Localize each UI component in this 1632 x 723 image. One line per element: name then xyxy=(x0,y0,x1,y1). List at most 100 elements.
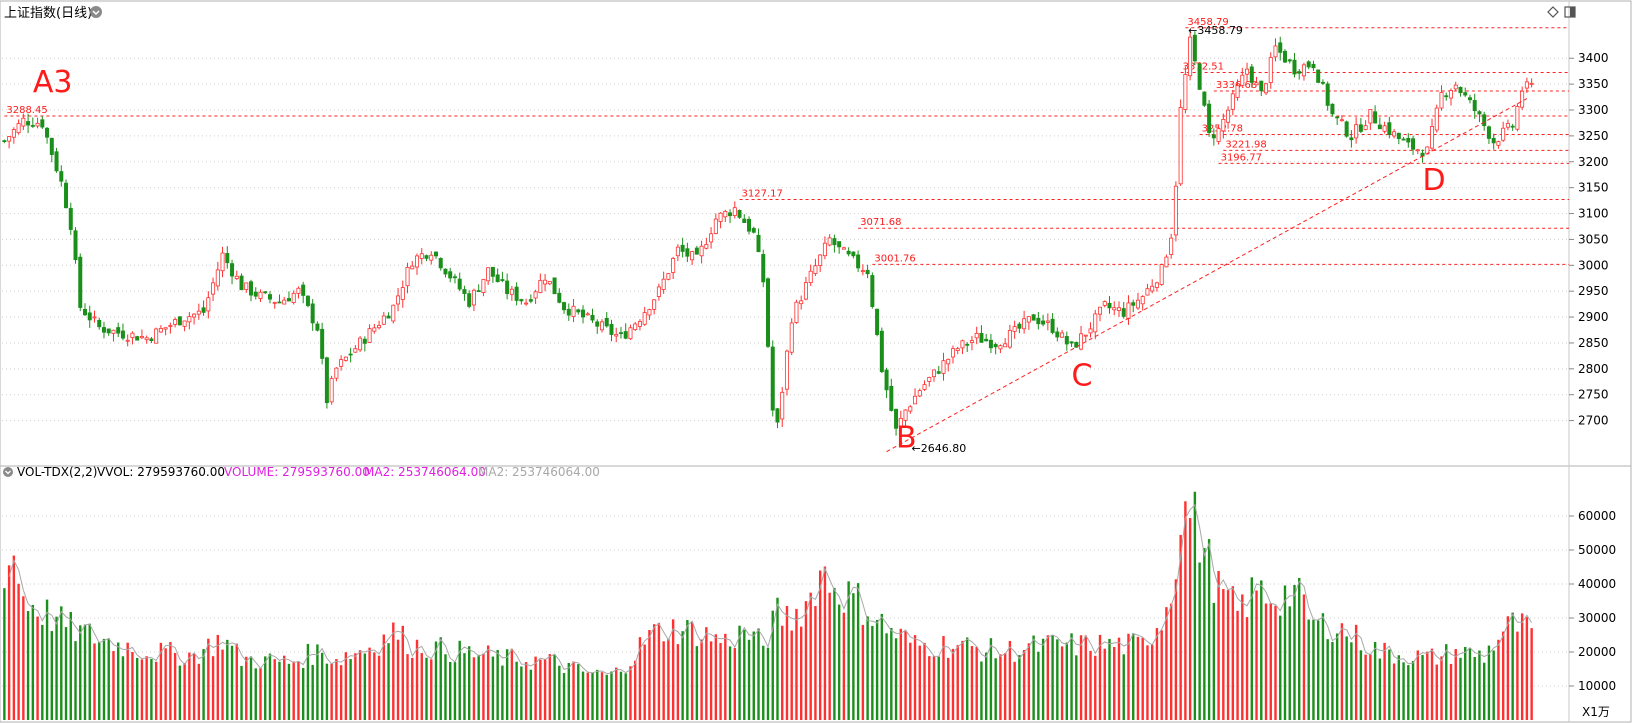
candle-body xyxy=(571,305,576,317)
volume-bar xyxy=(833,587,836,720)
volume-bar xyxy=(1065,642,1069,720)
volume-bar xyxy=(890,628,893,720)
candle-body xyxy=(633,323,638,331)
volume-bar xyxy=(1316,620,1320,720)
volume-bar xyxy=(624,673,627,720)
candle-body xyxy=(1178,107,1183,185)
volume-bar xyxy=(1222,589,1225,720)
candle-body xyxy=(158,328,163,333)
candle-body xyxy=(296,287,301,294)
volume-bar xyxy=(724,633,727,720)
volume-bar xyxy=(477,654,480,720)
candle-body xyxy=(614,334,619,337)
candle-body xyxy=(1188,36,1193,77)
volume-bar xyxy=(790,630,793,720)
candle-body xyxy=(415,255,420,268)
volume-bar xyxy=(1525,617,1529,720)
volume-bar xyxy=(676,644,680,720)
volume-bar xyxy=(894,638,898,720)
volume-bar xyxy=(1359,650,1363,720)
volume-bar xyxy=(1207,539,1211,720)
volume-bar xyxy=(828,592,831,720)
volume-bar xyxy=(880,613,884,720)
panel-toggle-icon[interactable] xyxy=(1564,6,1576,18)
candle-body xyxy=(249,281,254,296)
candle-body xyxy=(898,417,903,428)
chevron-down-circle-icon[interactable] xyxy=(3,467,13,477)
candle-body xyxy=(1055,331,1060,338)
volume-bar xyxy=(1241,594,1244,720)
candle-body xyxy=(922,384,927,390)
candle-body xyxy=(410,265,415,270)
volume-bar xyxy=(1051,634,1054,720)
volume-bar xyxy=(1321,613,1325,720)
candle-body xyxy=(1491,137,1496,144)
volume-bar xyxy=(861,624,865,720)
candle-body xyxy=(305,295,310,306)
diamond-icon[interactable] xyxy=(1547,6,1559,18)
candle-body xyxy=(751,228,756,233)
volume-bar xyxy=(135,657,139,720)
candle-body xyxy=(965,343,970,346)
volume-bar xyxy=(795,608,798,720)
volume-bar xyxy=(1103,648,1106,720)
volume-bar xyxy=(145,656,148,720)
candle-body xyxy=(1382,125,1387,132)
candle-body xyxy=(301,284,306,296)
volume-bar xyxy=(553,654,556,720)
candle-body xyxy=(173,319,178,325)
volume-bar xyxy=(1302,594,1306,720)
volume-tick-label: 30000 xyxy=(1578,611,1616,625)
candle-body xyxy=(1482,114,1487,127)
volume-bar xyxy=(154,661,158,720)
candle-body xyxy=(1202,91,1207,106)
candle-body xyxy=(391,304,396,322)
volume-bar xyxy=(909,642,912,720)
candle-body xyxy=(694,247,699,255)
horizontal-levels: 3288.45 3127.17 3071.68 3001.76 3458.79 3372.… xyxy=(4,17,1569,265)
candle-body xyxy=(685,248,690,257)
volume-bar xyxy=(705,627,708,720)
candle-body xyxy=(1098,306,1103,315)
candle-body xyxy=(1320,81,1325,84)
volume-bar xyxy=(306,643,310,720)
volume-bar xyxy=(1141,637,1144,720)
volume-bar xyxy=(283,655,286,720)
candle-body xyxy=(1392,131,1397,137)
volume-bar xyxy=(823,566,827,720)
candle-body xyxy=(637,321,642,327)
candle-body xyxy=(135,336,140,341)
volume-bar xyxy=(667,638,670,720)
candle-body xyxy=(524,302,529,305)
volume-bar xyxy=(1203,548,1206,720)
volume-bar xyxy=(1288,606,1291,720)
volume-bar xyxy=(766,647,770,720)
volume-bar xyxy=(1440,656,1443,720)
candle-body xyxy=(713,218,718,234)
level-label: 3458.79 xyxy=(1187,17,1228,28)
volume-bar xyxy=(273,659,276,720)
volume-bar xyxy=(586,672,589,720)
volume-bar xyxy=(657,622,661,720)
volume-bar xyxy=(752,631,755,720)
volume-bar xyxy=(505,649,509,720)
candle-body xyxy=(1363,125,1368,130)
candle-body xyxy=(894,408,899,429)
volume-bar xyxy=(1264,603,1268,720)
candle-body xyxy=(448,271,453,279)
volume-bar xyxy=(695,646,699,720)
candle-body xyxy=(500,279,505,281)
candle-body xyxy=(1444,95,1449,98)
chevron-down-circle-icon[interactable] xyxy=(90,6,102,18)
candle-body xyxy=(1349,137,1354,141)
candle-body xyxy=(1401,138,1406,141)
price-tick-label: 3300 xyxy=(1578,103,1609,117)
candle-body xyxy=(467,293,472,307)
volume-bar xyxy=(1520,613,1524,720)
candle-body xyxy=(101,327,106,333)
volume-bar xyxy=(202,649,205,720)
candle-body xyxy=(1192,34,1197,62)
volume-bar xyxy=(1188,518,1192,720)
volume-bar xyxy=(1122,654,1125,720)
candle-body xyxy=(471,289,476,306)
